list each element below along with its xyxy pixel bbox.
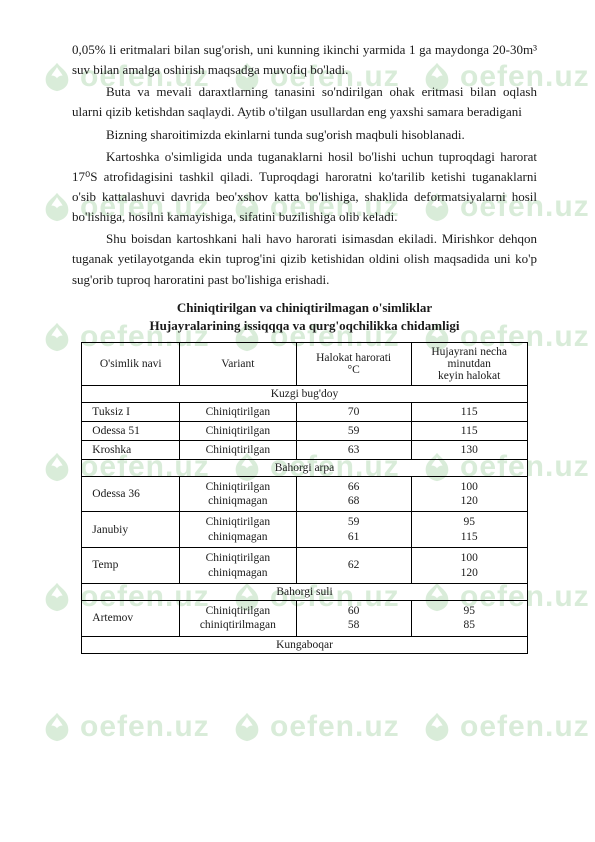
table-cell: Chiniqtirilgan [180,421,296,440]
paragraph-1: 0,05% li eritmalari bilan sug'orish, uni… [72,40,537,80]
table-cell: Chiniqtirilganchiniqmagan [180,476,296,512]
table-row: Odessa 36Chiniqtirilganchiniqmagan666810… [82,476,527,512]
col-variant: Variant [180,342,296,385]
table-cell: Temp [82,548,180,584]
watermark: oefen.uz [40,710,210,744]
col-navi: O'simlik navi [82,342,180,385]
table-cell: Chiniqtirilganchiniqtirilmagan [180,600,296,636]
table-cell: Janubiy [82,512,180,548]
table-cell: 6668 [296,476,411,512]
paragraph-2: Buta va mevali daraxtlarning tanasini so… [72,82,537,122]
section-title: Bahorgi suli [82,583,527,600]
table-row: ArtemovChiniqtirilganchiniqtirilmagan605… [82,600,527,636]
table-row: TempChiniqtirilganchiniqmagan62100120 [82,548,527,584]
table-cell: 9585 [411,600,527,636]
paragraph-4: Kartoshka o'simligida unda tuganaklarni … [72,147,537,228]
table-cell: Chiniqtirilganchiniqmagan [180,512,296,548]
table-row: Odessa 51Chiniqtirilgan59115 [82,421,527,440]
table-row: Tuksiz IChiniqtirilgan70115 [82,402,527,421]
data-table: O'simlik navi Variant Halokat harorati °… [81,342,527,654]
table-cell: 6058 [296,600,411,636]
table-cell: Tuksiz I [82,402,180,421]
table-cell: 95115 [411,512,527,548]
table-cell: Chiniqtirilgan [180,440,296,459]
table-header-row: O'simlik navi Variant Halokat harorati °… [82,342,527,385]
table-section-row: Kuzgi bug'doy [82,385,527,402]
section-title: Kungaboqar [82,636,527,653]
table-cell: 115 [411,402,527,421]
watermark: oefen.uz [420,710,590,744]
table-cell: 100120 [411,548,527,584]
table-row: JanubiyChiniqtirilganchiniqmagan59619511… [82,512,527,548]
table-cell: 70 [296,402,411,421]
table-cell: 115 [411,421,527,440]
table-cell: 5961 [296,512,411,548]
paragraph-5: Shu boisdan kartoshkani hali havo harora… [72,229,537,289]
watermark: oefen.uz [230,710,400,744]
table-cell: Artemov [82,600,180,636]
paragraph-3: Bizning sharoitimizda ekinlarni tunda su… [72,125,537,145]
table-cell: Kroshka [82,440,180,459]
table-heading: Chiniqtirilgan va chiniqtirilmagan o'sim… [72,300,537,316]
table-cell: Odessa 51 [82,421,180,440]
section-title: Bahorgi arpa [82,459,527,476]
table-cell: Chiniqtirilganchiniqmagan [180,548,296,584]
section-title: Kuzgi bug'doy [82,385,527,402]
table-section-row: Kungaboqar [82,636,527,653]
table-cell: Odessa 36 [82,476,180,512]
table-cell: 63 [296,440,411,459]
table-section-row: Bahorgi suli [82,583,527,600]
table-cell: Chiniqtirilgan [180,402,296,421]
table-cell: 62 [296,548,411,584]
table-cell: 59 [296,421,411,440]
document-content: 0,05% li eritmalari bilan sug'orish, uni… [72,40,537,654]
table-section-row: Bahorgi arpa [82,459,527,476]
table-subheading: Hujayralarining issiqqqa va qurg'oqchili… [72,318,537,334]
col-min: Hujayrani necha minutdan keyin halokat [411,342,527,385]
table-row: KroshkaChiniqtirilgan63130 [82,440,527,459]
col-temp: Halokat harorati °C [296,342,411,385]
table-cell: 100120 [411,476,527,512]
table-cell: 130 [411,440,527,459]
